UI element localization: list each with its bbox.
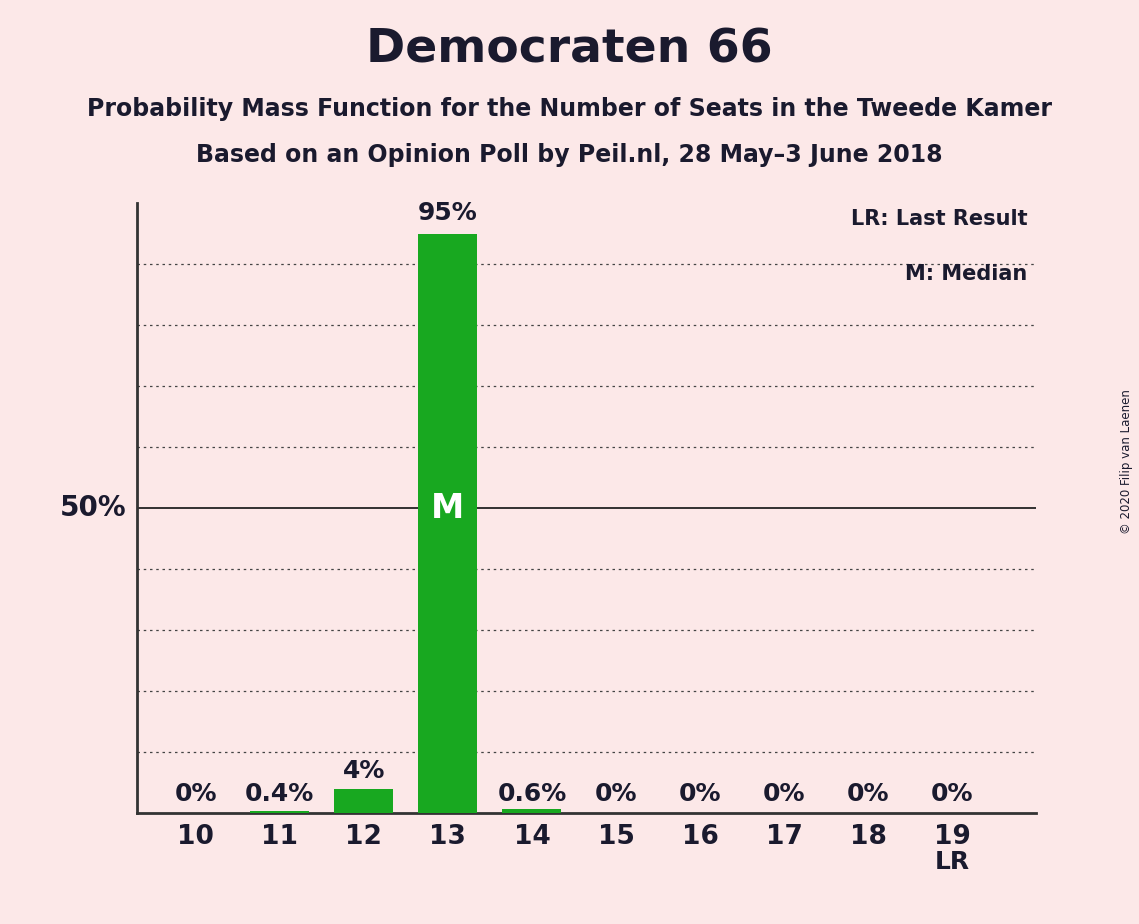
Text: 0%: 0% bbox=[847, 782, 890, 806]
Bar bbox=[418, 234, 477, 813]
Text: Based on an Opinion Poll by Peil.nl, 28 May–3 June 2018: Based on an Opinion Poll by Peil.nl, 28 … bbox=[196, 143, 943, 167]
Text: M: Median: M: Median bbox=[906, 264, 1027, 285]
Text: LR: LR bbox=[935, 850, 970, 874]
Text: M: M bbox=[432, 492, 465, 525]
Text: 0%: 0% bbox=[763, 782, 805, 806]
Text: Democraten 66: Democraten 66 bbox=[366, 28, 773, 73]
Bar bbox=[502, 809, 562, 813]
Bar bbox=[335, 789, 393, 813]
Text: 50%: 50% bbox=[60, 494, 126, 522]
Text: 0%: 0% bbox=[595, 782, 637, 806]
Text: 95%: 95% bbox=[418, 201, 477, 225]
Text: 0.6%: 0.6% bbox=[498, 782, 566, 806]
Text: 0%: 0% bbox=[932, 782, 974, 806]
Text: 0.4%: 0.4% bbox=[245, 782, 314, 806]
Text: © 2020 Filip van Laenen: © 2020 Filip van Laenen bbox=[1121, 390, 1133, 534]
Text: 4%: 4% bbox=[343, 759, 385, 783]
Text: 0%: 0% bbox=[679, 782, 721, 806]
Bar bbox=[251, 810, 309, 813]
Text: LR: Last Result: LR: Last Result bbox=[851, 210, 1027, 229]
Text: 0%: 0% bbox=[174, 782, 216, 806]
Text: Probability Mass Function for the Number of Seats in the Tweede Kamer: Probability Mass Function for the Number… bbox=[87, 97, 1052, 121]
